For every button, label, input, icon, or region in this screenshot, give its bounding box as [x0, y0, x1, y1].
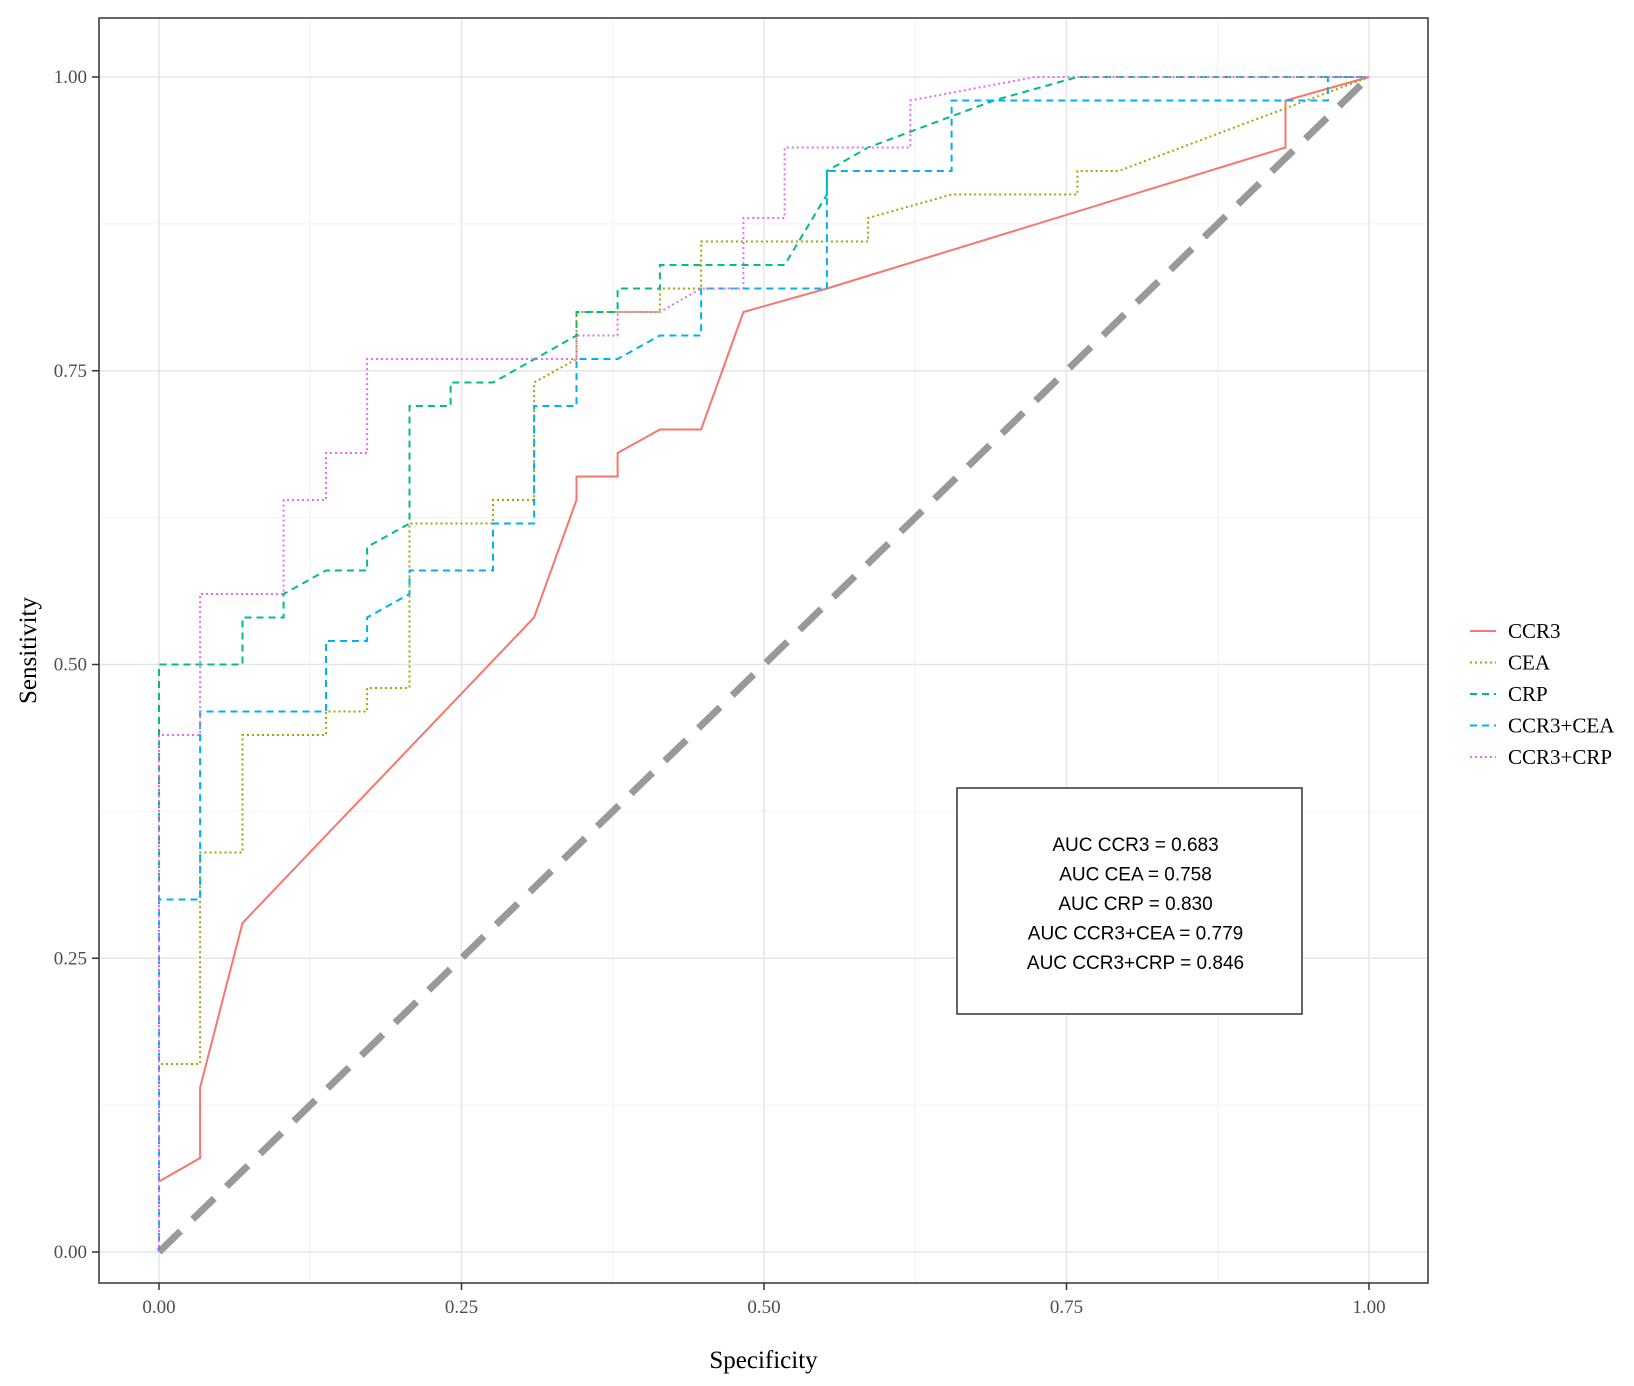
series-line-ccr3 [158, 76, 1370, 1183]
legend-label: CEA [1508, 651, 1551, 675]
y-tick-label: 0.75 [54, 361, 87, 382]
legend-label: CCR3+CEA [1508, 714, 1615, 738]
major-gridlines [99, 18, 1428, 1283]
auc-line: AUC CCR3 = 0.683 [1052, 835, 1218, 856]
auc-line: AUC CCR3+CRP = 0.846 [1027, 953, 1244, 974]
x-tick-label: 1.00 [1352, 1297, 1385, 1318]
auc-line: AUC CRP = 0.830 [1058, 894, 1212, 915]
series-layer [158, 76, 1370, 1252]
x-axis-ticks: 0.00 0.25 0.50 0.75 1.00 [142, 1283, 1386, 1318]
y-tick-label: 0.25 [54, 948, 87, 969]
series-line-crp [158, 76, 1369, 1252]
y-axis-ticks: 0.00 0.25 0.50 0.75 1.00 [54, 67, 99, 1263]
x-axis-title: Specificity [709, 1347, 818, 1374]
legend: CCR3 CEA CRP CCR3+CEA CCR3+CRP [1470, 619, 1615, 769]
x-tick-label: 0.75 [1050, 1297, 1083, 1318]
auc-line: AUC CEA = 0.758 [1059, 865, 1212, 886]
x-tick-label: 0.00 [142, 1297, 175, 1318]
auc-annotation-box: AUC CCR3 = 0.683 AUC CEA = 0.758 AUC CRP =… [956, 787, 1303, 1015]
y-tick-label: 0.00 [54, 1242, 87, 1263]
legend-label: CRP [1508, 682, 1548, 706]
auc-box-frame [956, 787, 1303, 1015]
legend-label: CCR3 [1508, 619, 1561, 643]
y-tick-label: 1.00 [54, 67, 87, 88]
legend-label: CCR3+CRP [1508, 745, 1612, 769]
series-line-cea [158, 76, 1370, 1252]
y-axis-title: Sensitivity [15, 597, 42, 704]
x-tick-label: 0.25 [445, 1297, 478, 1318]
auc-line: AUC CCR3+CEA = 0.779 [1028, 924, 1243, 945]
x-tick-label: 0.50 [747, 1297, 780, 1318]
y-tick-label: 0.50 [54, 655, 87, 676]
series-line-ccr3-cea [158, 76, 1369, 1252]
